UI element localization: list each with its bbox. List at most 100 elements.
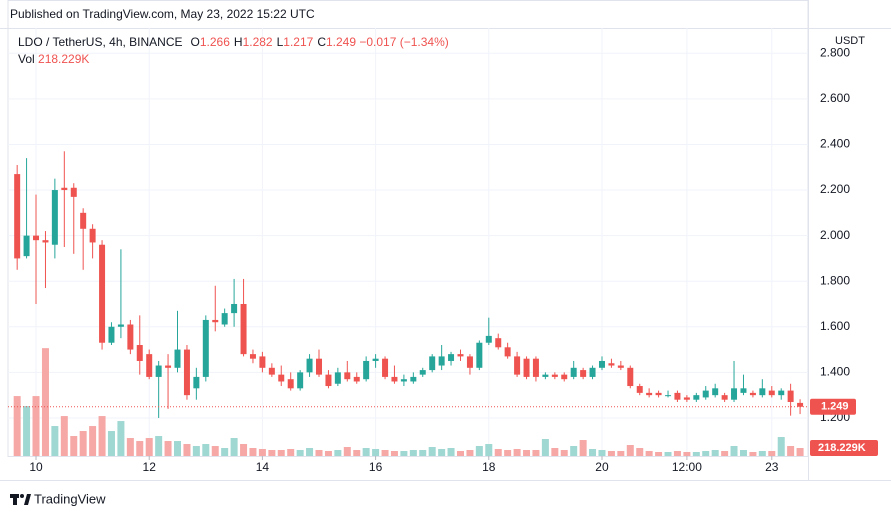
candle-body <box>306 358 313 373</box>
candle-body <box>636 386 643 393</box>
candle-body <box>117 324 124 327</box>
volume-bar <box>98 416 106 456</box>
volume-bar <box>589 449 597 456</box>
x-tick-label: 20 <box>595 460 609 474</box>
header: Published on TradingView.com, May 23, 20… <box>10 7 315 21</box>
y-tick-label: 2.000 <box>820 228 850 242</box>
volume-bar <box>419 450 427 456</box>
volume-bar <box>721 451 729 456</box>
volume-bar <box>353 450 361 456</box>
volume-bar <box>51 426 59 456</box>
candle-body <box>674 392 681 400</box>
candle-body <box>221 313 228 325</box>
candle-body <box>731 388 738 400</box>
volume-bar <box>796 448 804 456</box>
volume-bar <box>268 450 276 456</box>
volume-bar <box>626 445 634 456</box>
volume-bar <box>287 449 295 456</box>
candle-body <box>740 388 747 393</box>
volume-bar <box>277 450 285 456</box>
candle-body <box>400 379 407 382</box>
volume-bar <box>117 421 125 456</box>
volume-bar <box>692 452 700 456</box>
volume-bar <box>258 449 266 456</box>
volume-bar <box>126 438 134 456</box>
volume-bar <box>673 451 681 456</box>
volume-bar <box>504 450 512 456</box>
volume-bar <box>240 444 248 456</box>
candle-body <box>410 376 417 382</box>
volume-bar <box>164 441 172 456</box>
volume-bar <box>617 451 625 456</box>
candle-body <box>759 388 766 396</box>
candle-body <box>249 354 256 359</box>
candle-body <box>155 365 162 377</box>
candle-body <box>787 390 794 402</box>
candle-body <box>325 374 332 387</box>
candle-body <box>495 338 502 348</box>
x-tick-label: 16 <box>369 460 383 474</box>
legend: LDO / TetherUS, 4h, BINANCE O1.266 H1.282 L… <box>18 34 449 68</box>
volume-bar <box>60 416 68 456</box>
candle-body <box>174 349 181 368</box>
volume-bar <box>749 452 757 456</box>
candle-body <box>146 354 153 377</box>
field-value: 1.217 <box>283 35 314 49</box>
volume-bar <box>372 449 380 456</box>
candle-body <box>297 372 304 389</box>
candle-body <box>353 376 360 382</box>
volume-bar <box>777 437 785 456</box>
volume-bar <box>343 447 351 456</box>
candle-body <box>712 388 719 396</box>
candle-body <box>702 390 709 398</box>
candle-body <box>721 395 728 400</box>
candle-body <box>231 303 238 314</box>
y-tick-label: 1.600 <box>820 319 850 333</box>
candle-body <box>448 354 455 361</box>
candle-body <box>476 342 483 368</box>
candle-body <box>514 356 521 375</box>
field-label: O <box>190 35 200 49</box>
volume-bar <box>174 441 182 456</box>
volume-bar <box>513 449 521 456</box>
candle-body <box>372 358 379 361</box>
candle-body <box>89 228 96 243</box>
volume-bar <box>730 446 738 456</box>
candle-body <box>683 397 690 400</box>
field-value: 1.249 <box>325 35 357 49</box>
y-tick-label: 2.400 <box>820 137 850 151</box>
y-unit: USDT <box>835 35 865 47</box>
volume-bar <box>136 441 144 456</box>
candle-body <box>608 363 615 366</box>
volume-bar <box>79 431 87 456</box>
candle-body <box>61 187 68 191</box>
candle-body <box>80 212 87 229</box>
volume-bar <box>221 448 229 456</box>
candle-body <box>23 235 30 257</box>
volume-bar <box>155 436 163 456</box>
candle-body <box>466 356 473 368</box>
volume-bar <box>306 448 314 456</box>
field-label: H <box>233 35 243 49</box>
candle-body <box>268 367 275 375</box>
y-tick-label: 1.400 <box>820 365 850 379</box>
volume-bar <box>645 451 653 456</box>
ohlc-fields: O1.266 H1.282 L1.217 C1.249 <box>183 35 357 49</box>
volume-bar <box>739 450 747 456</box>
last-price-label: 1.249 <box>821 401 849 413</box>
volume-bar <box>428 447 436 456</box>
candle-body <box>485 335 492 343</box>
x-tick-label: 23 <box>765 460 779 474</box>
candle-body <box>316 358 323 375</box>
volume-bar <box>475 446 483 456</box>
volume-bar <box>70 436 78 456</box>
logo-shape <box>20 494 24 498</box>
candle-body <box>99 244 106 343</box>
volume-bar <box>702 451 710 456</box>
volume-bar <box>390 451 398 456</box>
plot-frame <box>7 0 809 457</box>
volume-bar <box>183 444 191 456</box>
candle-body <box>617 365 624 368</box>
